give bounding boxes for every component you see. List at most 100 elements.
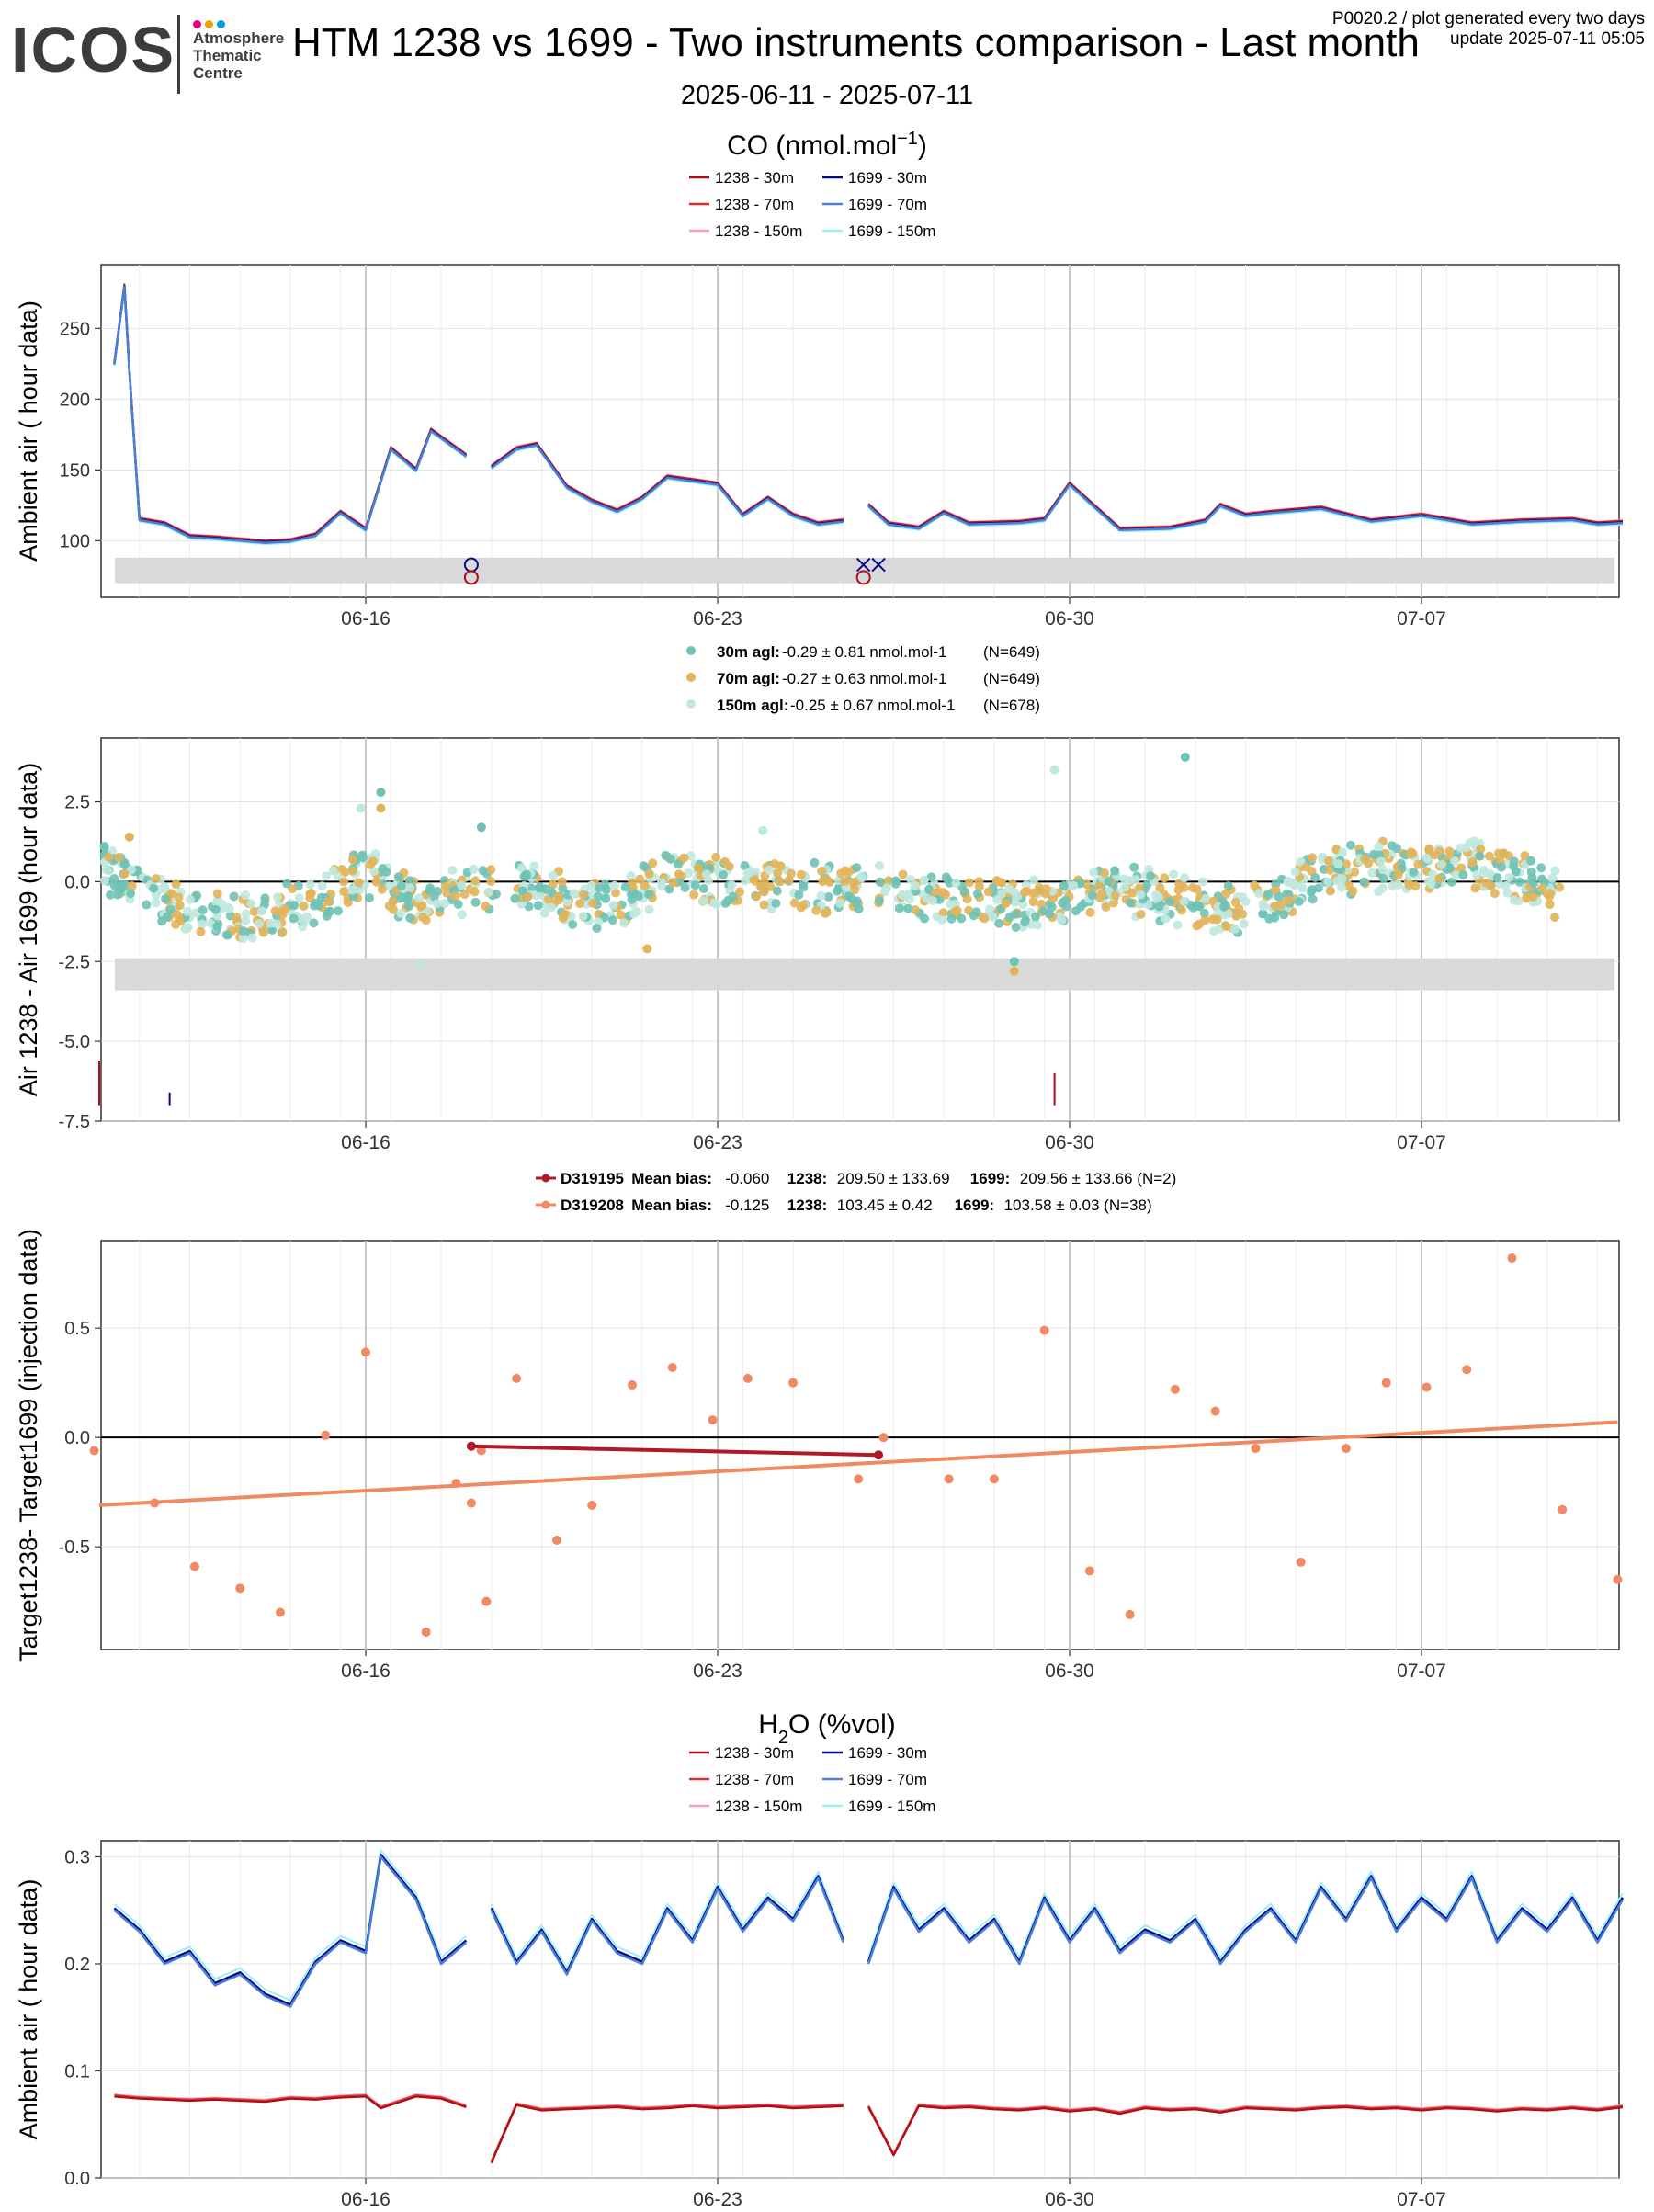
panel-1-point bbox=[1467, 857, 1478, 868]
panel-1-outlier bbox=[1009, 966, 1019, 976]
panel-0-legend-label: 1699 - 70m bbox=[848, 196, 927, 213]
panel-1-point bbox=[1011, 909, 1021, 919]
logo-dots-icon bbox=[193, 17, 229, 33]
panel-1-point bbox=[759, 887, 769, 897]
panel-1-point bbox=[377, 884, 387, 894]
panel-1-point bbox=[972, 889, 982, 899]
panel-1-point bbox=[1192, 921, 1202, 931]
panel-1-point bbox=[656, 878, 666, 888]
panel-1-point bbox=[151, 874, 161, 884]
panel-1-point bbox=[347, 885, 357, 895]
panel-1-point bbox=[1207, 914, 1218, 925]
panel-1-point bbox=[1475, 851, 1485, 861]
panel-1-point bbox=[680, 882, 690, 892]
panel-2-d319208-point bbox=[421, 1627, 431, 1637]
panel-1-point bbox=[486, 876, 496, 886]
panel-1-point bbox=[405, 913, 415, 923]
panel-2-legend-text: -0.125 bbox=[725, 1197, 769, 1214]
panel-1-point bbox=[127, 881, 137, 891]
panel-3-x-tick-label: 07-07 bbox=[1397, 2189, 1446, 2210]
panel-1-point bbox=[718, 870, 728, 880]
panel-1-point bbox=[698, 884, 708, 894]
panel-2-legend-text: 1699: bbox=[955, 1197, 994, 1214]
panel-0-x-tick-label: 07-07 bbox=[1397, 608, 1446, 630]
panel-1-point bbox=[648, 858, 658, 868]
panel-1-point bbox=[1230, 897, 1240, 907]
panel-1-point bbox=[1013, 890, 1023, 901]
panel-1-point bbox=[911, 905, 921, 915]
panel-1-point bbox=[578, 890, 588, 900]
panel-3-1238-series-1 bbox=[867, 2104, 1624, 2156]
meta-line-2: update 2025-07-11 05:05 bbox=[1450, 29, 1645, 49]
panel-2-x-tick-label: 06-16 bbox=[341, 1661, 391, 1682]
panel-0-flag-circle bbox=[855, 570, 871, 585]
panel-1-legend-dot bbox=[686, 699, 696, 709]
panel-1-point bbox=[403, 891, 414, 902]
panel-3-1238-series-1 bbox=[490, 2103, 844, 2162]
panel-1-y-tick-label: 0.0 bbox=[64, 872, 90, 892]
panel-2-d319208-point bbox=[854, 1474, 864, 1484]
panel-0-frame bbox=[100, 264, 1620, 598]
panel-1-point bbox=[381, 867, 391, 877]
panel-1-point bbox=[155, 884, 165, 894]
panel-2-y-tick-label: -0.5 bbox=[59, 1537, 90, 1558]
panel-1-point bbox=[1434, 874, 1444, 884]
panel-1-point bbox=[1120, 882, 1130, 892]
panel-1-point bbox=[541, 884, 551, 894]
panel-1-point bbox=[317, 881, 327, 891]
meta-line-1: P0020.2 / plot generated every two days bbox=[1331, 9, 1645, 28]
panel-0-series-5 bbox=[867, 483, 1623, 532]
panel-1-point bbox=[396, 908, 406, 918]
panel-3-1699-series-2 bbox=[867, 1877, 1624, 1966]
panel-1-point bbox=[594, 883, 604, 893]
panel-1-point bbox=[1426, 879, 1436, 889]
panel-1-point bbox=[593, 891, 603, 902]
panel-2-d319208-point bbox=[1210, 1406, 1220, 1416]
panel-1-outlier bbox=[642, 944, 652, 954]
panel-1-point bbox=[904, 894, 914, 904]
panel-1-point bbox=[470, 887, 480, 897]
panel-1-point bbox=[1174, 879, 1184, 889]
panel-1-point bbox=[470, 876, 481, 886]
panel-1-point bbox=[1164, 897, 1174, 907]
panel-1-point bbox=[1263, 889, 1274, 899]
panel-1-point bbox=[769, 859, 779, 869]
panel-1-point bbox=[640, 880, 650, 890]
panel-1-point bbox=[619, 918, 629, 928]
panel-1-point bbox=[1219, 902, 1229, 912]
panel-1-point bbox=[1287, 878, 1297, 888]
panel-1-point bbox=[119, 857, 130, 868]
panel-2-d319208-point bbox=[1613, 1574, 1623, 1584]
panel-0-series-5 bbox=[113, 285, 468, 544]
panel-2-d319208-point bbox=[1422, 1382, 1432, 1392]
panel-1-point bbox=[724, 861, 734, 871]
panel-1-y-tick-label: -5.0 bbox=[59, 1032, 90, 1052]
panel-1-point bbox=[521, 869, 531, 879]
panel-1-point bbox=[1060, 895, 1071, 905]
panel-3-legend-label: 1699 - 30m bbox=[848, 1744, 927, 1762]
panel-1-point bbox=[946, 913, 957, 924]
panel-1-point bbox=[1094, 881, 1105, 891]
panel-2-d319208-point bbox=[235, 1583, 245, 1594]
panel-2-d319208-point bbox=[878, 1433, 889, 1443]
panel-1-point bbox=[103, 865, 113, 875]
date-range: 2025-06-11 - 2025-07-11 bbox=[680, 81, 974, 110]
panel-1-point bbox=[258, 927, 268, 937]
panel-1-point bbox=[875, 861, 885, 871]
panel-1-point bbox=[481, 902, 491, 912]
panel-1-point bbox=[548, 870, 558, 880]
panel-1-point bbox=[626, 871, 636, 881]
panel-1-point bbox=[212, 889, 222, 899]
panel-1-point bbox=[991, 876, 1002, 886]
panel-1-point bbox=[1437, 860, 1447, 870]
panel-1-point bbox=[971, 907, 981, 917]
panel-1-point bbox=[440, 881, 450, 891]
panel-1-point bbox=[1550, 866, 1560, 876]
panel-1-point bbox=[771, 898, 781, 908]
panel-1-point bbox=[1413, 859, 1423, 869]
panel-1-point bbox=[575, 899, 585, 909]
panel-1-point bbox=[765, 865, 775, 875]
panel-1-point bbox=[1284, 895, 1294, 905]
panel-2-legend-dot bbox=[541, 1200, 550, 1209]
